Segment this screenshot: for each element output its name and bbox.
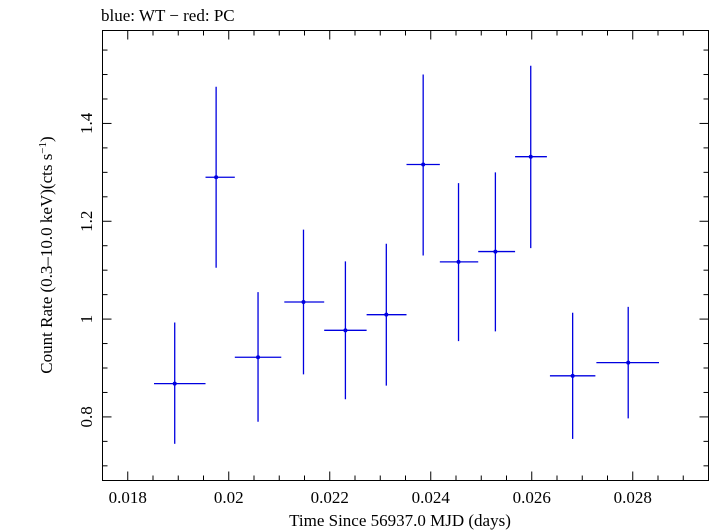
data-point — [406, 74, 440, 256]
y-tick-label: 0.8 — [77, 406, 96, 427]
point-marker — [456, 259, 461, 264]
point-marker — [214, 175, 219, 180]
y-tick-label: 1.4 — [77, 112, 96, 134]
data-point — [205, 86, 235, 268]
y-axis-label: Count Rate (0.3–10.0 keV)(cts s−1) — [37, 136, 56, 373]
x-tick-label: 0.024 — [412, 488, 451, 507]
point-marker — [172, 381, 177, 386]
point-marker — [421, 162, 426, 167]
point-marker — [528, 154, 533, 159]
x-tick-label: 0.022 — [311, 488, 349, 507]
point-marker — [626, 360, 631, 365]
axis-ticks — [102, 30, 709, 481]
point-marker — [256, 355, 261, 360]
data-point — [515, 65, 547, 249]
y-axis-label-main: Count Rate (0.3–10.0 keV)(cts s — [37, 154, 56, 374]
y-axis-label-end: ) — [37, 136, 56, 142]
x-tick-label: 0.028 — [614, 488, 652, 507]
data-point — [284, 229, 325, 375]
data-point — [154, 322, 206, 444]
chart-title: blue: WT − red: PC — [101, 6, 235, 25]
point-marker — [384, 312, 389, 317]
plot-frame — [102, 30, 709, 481]
data-point — [549, 312, 596, 439]
x-axis-label: Time Since 56937.0 MJD (days) — [289, 511, 511, 530]
point-marker — [493, 249, 498, 254]
x-tick-label: 0.026 — [513, 488, 551, 507]
data-point — [324, 261, 367, 400]
x-tick-label: 0.02 — [214, 488, 244, 507]
x-tick-label: 0.018 — [109, 488, 147, 507]
point-marker — [301, 299, 306, 304]
point-marker — [570, 373, 575, 378]
data-point — [366, 243, 407, 386]
data-point — [596, 306, 660, 419]
y-tick-label: 1.2 — [77, 211, 96, 232]
data-point — [234, 292, 282, 422]
axis-tick-labels: 0.018 0.02 0.022 0.024 0.026 0.028 0.8 1 1.2 1.4 — [77, 112, 652, 507]
data-points — [154, 65, 660, 444]
data-point — [478, 172, 516, 332]
point-marker — [343, 328, 348, 333]
y-axis-label-sup: −1 — [37, 142, 49, 154]
data-point — [439, 183, 479, 342]
y-tick-label: 1 — [77, 315, 96, 324]
